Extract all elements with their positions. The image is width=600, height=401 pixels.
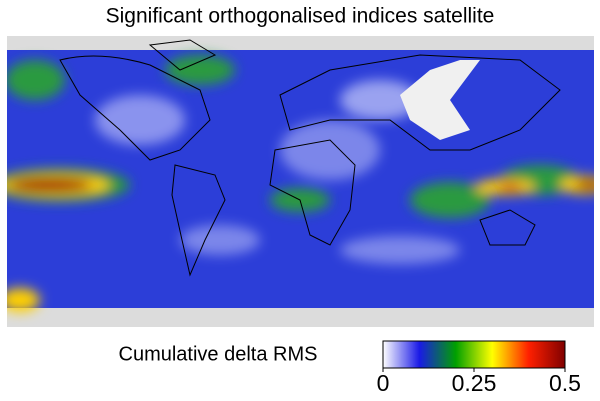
colorbar-label: Cumulative delta RMS: [119, 343, 318, 365]
colorbar-tick-label: 0.25: [452, 370, 497, 396]
map: [7, 36, 594, 327]
colorbar-tick-label: 0.5: [549, 370, 581, 396]
coastlines: [59, 39, 561, 277]
field-blobs: [7, 55, 594, 312]
colorbar-ticks: 0 0.25 0.5: [377, 368, 581, 396]
map-title: Significant orthogonalised indices satel…: [106, 5, 495, 28]
colorbar-tick-label: 0: [377, 370, 390, 396]
colorbar: [382, 340, 566, 369]
missing-data: [400, 60, 480, 140]
